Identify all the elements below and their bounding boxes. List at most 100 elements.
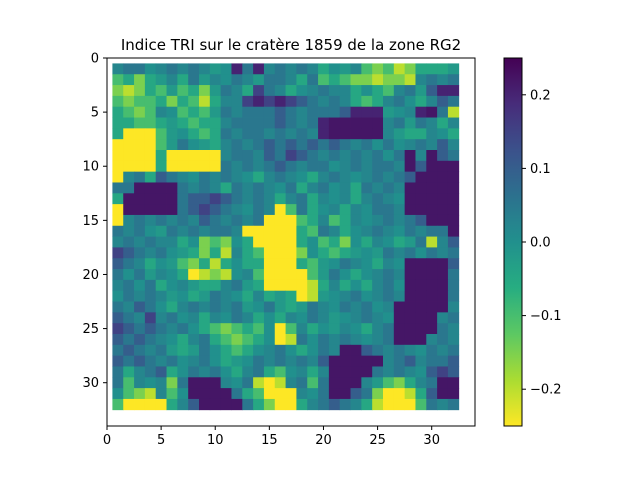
heatmap-cell [263, 95, 276, 108]
heatmap-cell [285, 204, 297, 216]
heatmap-cell [426, 334, 438, 346]
heatmap-cell [253, 334, 265, 346]
heatmap-cell [144, 366, 157, 378]
heatmap-cell [199, 106, 211, 118]
heatmap-cell [339, 290, 351, 302]
heatmap-cell [372, 247, 384, 259]
heatmap-cell [361, 193, 373, 205]
heatmap-cell [328, 128, 341, 140]
heatmap-cell [426, 95, 438, 108]
heatmap-cell [123, 106, 135, 118]
heatmap-cell [253, 247, 265, 259]
heatmap-cell [296, 63, 308, 75]
heatmap-cell [404, 366, 416, 378]
heatmap-cell [296, 334, 308, 346]
heatmap-cell [231, 355, 243, 367]
heatmap-cell [209, 323, 222, 335]
heatmap-cell [328, 85, 341, 97]
heatmap-cell [263, 160, 276, 173]
heatmap-cell [177, 355, 189, 367]
heatmap-cell [188, 204, 200, 216]
heatmap-cell [350, 258, 362, 270]
heatmap-cell [393, 355, 406, 367]
heatmap-cell [155, 323, 167, 335]
heatmap-cell [372, 301, 384, 313]
heatmap-cell [231, 377, 243, 389]
heatmap-cell [404, 247, 416, 259]
heatmap-cell [253, 398, 265, 411]
heatmap-cell [220, 366, 232, 378]
heatmap-cell [361, 334, 373, 346]
heatmap-cell [393, 323, 406, 335]
heatmap-cell [404, 236, 416, 248]
heatmap-cell [188, 355, 200, 367]
heatmap-cell [123, 225, 135, 237]
heatmap-cell [383, 95, 395, 108]
heatmap-cell [253, 323, 265, 335]
heatmap-cell [188, 74, 200, 86]
heatmap-cell [447, 139, 460, 151]
heatmap-cell [220, 63, 232, 75]
heatmap-cell [263, 312, 276, 324]
heatmap-cell [383, 214, 395, 227]
heatmap-cell [209, 236, 222, 248]
heatmap-cell [307, 193, 319, 205]
heatmap-cell [415, 106, 427, 118]
heatmap-cell [285, 106, 297, 118]
heatmap-cell [307, 236, 319, 248]
heatmap-cell [209, 214, 222, 227]
heatmap-cell [328, 323, 341, 335]
heatmap-cell [415, 63, 427, 75]
heatmap-cell [328, 204, 341, 216]
heatmap-cell [209, 258, 222, 270]
heatmap-cell [447, 214, 460, 227]
heatmap-cell [350, 344, 362, 357]
heatmap-cell [383, 258, 395, 270]
heatmap-cell [274, 247, 286, 259]
heatmap-cell [285, 150, 297, 162]
heatmap-cell [393, 204, 406, 216]
heatmap-cell [263, 355, 276, 367]
heatmap-cell [415, 301, 427, 313]
heatmap-cell [263, 344, 276, 357]
x-axis: 0 5 10 15 20 25 30 [103, 426, 440, 448]
heatmap-cell [296, 366, 308, 378]
heatmap-cell [209, 398, 222, 411]
heatmap-cell [339, 334, 351, 346]
heatmap-cell [339, 214, 351, 227]
heatmap-cell [350, 139, 362, 151]
heatmap-cell [415, 247, 427, 259]
heatmap-cell [318, 150, 330, 162]
heatmap-cell [393, 366, 406, 378]
heatmap-cell [404, 290, 416, 302]
heatmap-cell [134, 150, 146, 162]
heatmap-cell [112, 182, 124, 194]
heatmap-cell [199, 258, 211, 270]
heatmap-cell [285, 139, 297, 151]
heatmap-cell [393, 398, 406, 411]
heatmap-cell [231, 290, 243, 302]
heatmap-cell [393, 377, 406, 389]
heatmap-cell [134, 204, 146, 216]
heatmap-cell [383, 388, 395, 400]
heatmap-cell [361, 312, 373, 324]
heatmap-cell [361, 171, 373, 183]
heatmap-cell [350, 182, 362, 194]
heatmap-cell [383, 301, 395, 313]
y-axis: 0 5 10 15 20 25 30 [82, 52, 107, 391]
heatmap-cell [285, 182, 297, 194]
heatmap-cell [166, 334, 178, 346]
heatmap-cell [328, 269, 341, 281]
heatmap-cell [328, 366, 341, 378]
heatmap-cell [274, 323, 286, 335]
heatmap-cell [383, 193, 395, 205]
heatmap-cell [307, 355, 319, 367]
heatmap-cell [296, 171, 308, 183]
heatmap-cell [404, 204, 416, 216]
heatmap-cell [253, 85, 265, 97]
heatmap-cell [296, 85, 308, 97]
heatmap-cell [285, 258, 297, 270]
heatmap-cell [263, 117, 276, 129]
heatmap-cell [318, 182, 330, 194]
heatmap-cell [177, 63, 189, 75]
